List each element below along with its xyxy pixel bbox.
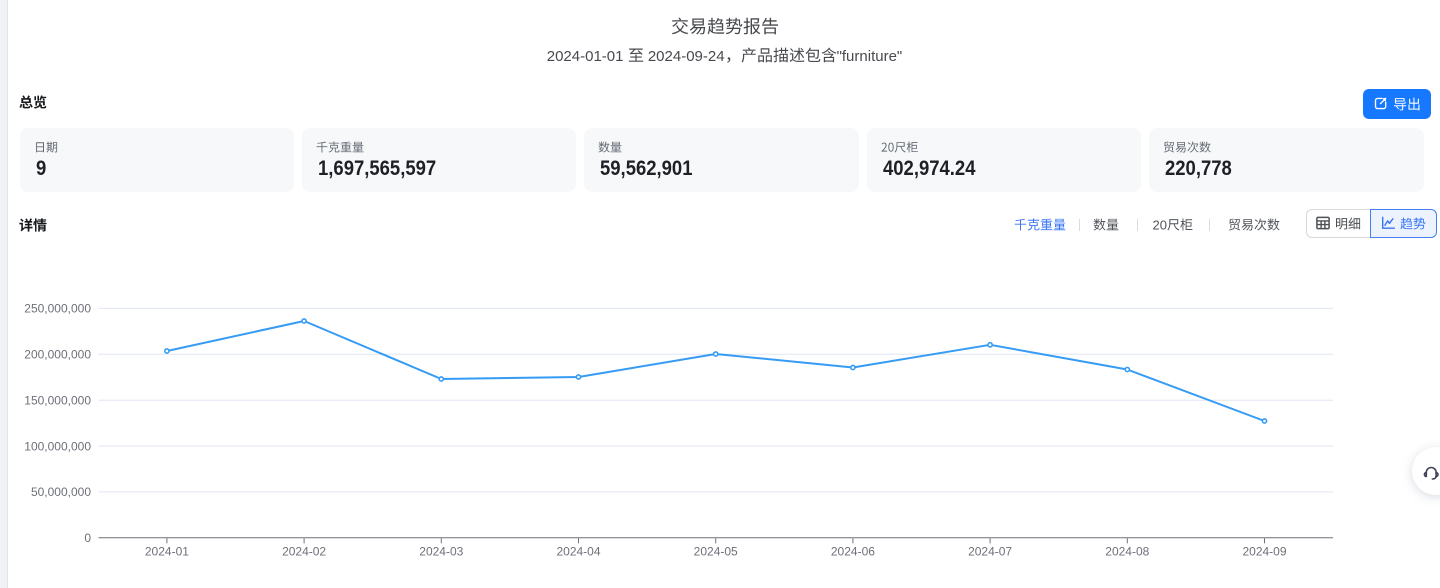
svg-text:100,000,000: 100,000,000: [24, 439, 91, 453]
svg-text:2024-09: 2024-09: [1242, 545, 1286, 559]
svg-text:2024-02: 2024-02: [282, 545, 326, 559]
svg-text:2024-06: 2024-06: [831, 545, 875, 559]
svg-text:50,000,000: 50,000,000: [31, 485, 91, 499]
svg-text:200,000,000: 200,000,000: [24, 348, 91, 362]
svg-text:2024-01: 2024-01: [145, 545, 189, 559]
svg-text:150,000,000: 150,000,000: [24, 394, 91, 408]
svg-text:250,000,000: 250,000,000: [24, 302, 91, 316]
svg-text:2024-04: 2024-04: [556, 545, 600, 559]
svg-text:2024-08: 2024-08: [1105, 545, 1149, 559]
svg-text:2024-05: 2024-05: [694, 545, 738, 559]
svg-text:2024-03: 2024-03: [419, 545, 463, 559]
svg-text:2024-07: 2024-07: [968, 545, 1012, 559]
svg-text:0: 0: [84, 531, 91, 545]
